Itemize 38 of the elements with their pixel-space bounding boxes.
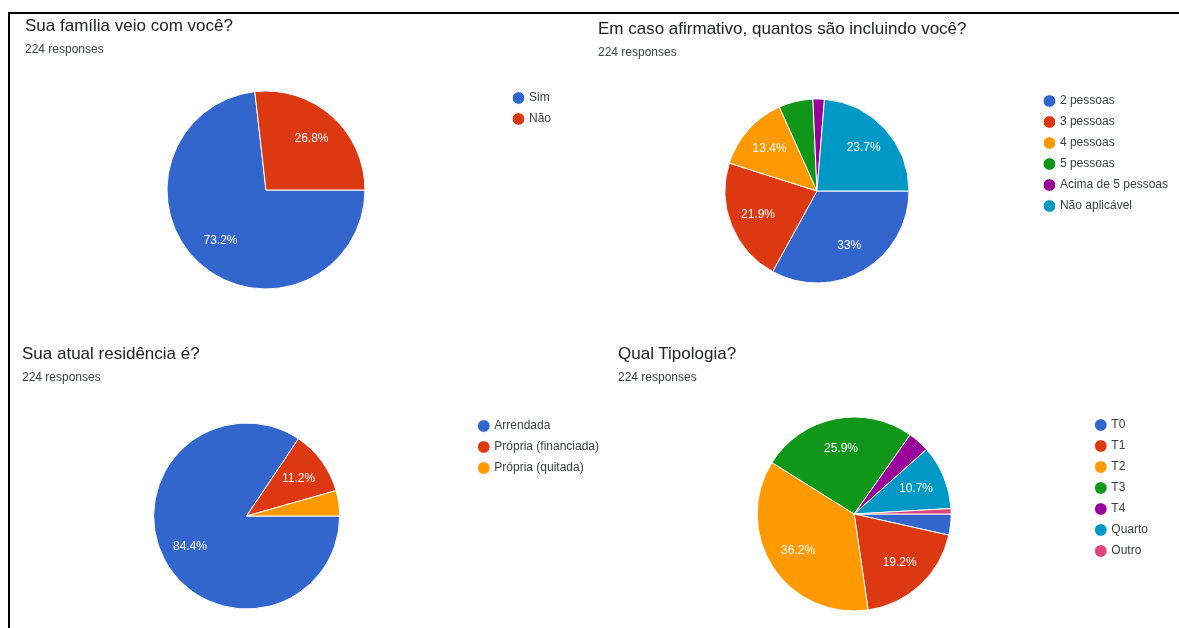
- legend-label: 5 pessoas: [1059, 156, 1115, 171]
- legend-label: T1: [1111, 438, 1126, 453]
- text: 224 responses: [618, 370, 697, 384]
- data-label: 11.2%: [281, 470, 316, 485]
- legend-label: Não aplicável: [1059, 198, 1132, 213]
- data-label: 36.2%: [781, 542, 816, 557]
- legend-label: 4 pessoas: [1059, 135, 1115, 150]
- data-label: 10.7%: [898, 480, 934, 495]
- data-label: 19.2%: [882, 555, 918, 570]
- chart-subtitle: 224 responses: [598, 45, 677, 59]
- legend-label: Sim: [528, 90, 550, 105]
- legend-label: 3 pessoas: [1059, 114, 1115, 129]
- chart-subtitle: 224 responses: [22, 370, 101, 384]
- legend-label: Quarto: [1111, 522, 1149, 537]
- data-label: 73.2%: [203, 233, 238, 248]
- legend-label: Acima de 5 pessoas: [1059, 177, 1168, 192]
- text: 224 responses: [25, 42, 104, 56]
- legend-label: T2: [1111, 459, 1126, 474]
- legend-label: T4: [1111, 501, 1126, 516]
- chart-title: Em caso afirmativo, quantos são incluindo você?: [598, 19, 967, 39]
- data-label: 23.7%: [846, 140, 881, 155]
- chart-title: Qual Tipologia?: [618, 344, 737, 364]
- data-label: 33%: [837, 237, 862, 252]
- data-label: 13.4%: [752, 141, 787, 156]
- legend-label: Não: [528, 111, 552, 126]
- legend-label: Outro: [1111, 543, 1142, 558]
- data-label: 21.9%: [741, 206, 776, 221]
- legend-label: T0: [1111, 417, 1126, 432]
- data-label: 84.4%: [173, 538, 208, 553]
- legend-label: T3: [1111, 480, 1126, 495]
- legend-label: 2 pessoas: [1059, 93, 1115, 108]
- data-label: 26.8%: [294, 131, 329, 146]
- data-label: 25.9%: [823, 440, 859, 455]
- legend-label: Própria (financiada): [494, 439, 599, 454]
- chart-title: Sua atual residência é?: [22, 344, 200, 364]
- chart-title: Sua família veio com você?: [25, 16, 233, 36]
- legend-label: Própria (quitada): [494, 460, 584, 475]
- legend-label: Arrendada: [494, 418, 551, 433]
